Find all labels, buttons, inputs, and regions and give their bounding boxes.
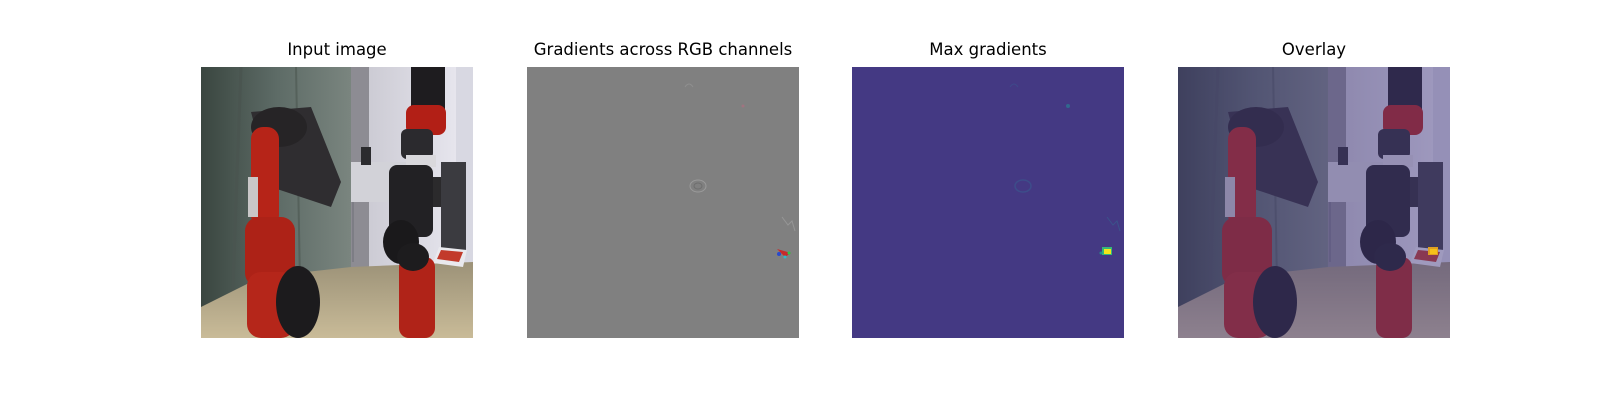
panel-title: Gradients across RGB channels [533,40,793,59]
input-image [201,67,473,338]
overlay-image [1178,67,1450,338]
panel-title: Overlay [1281,40,1347,59]
rgb-gradient-map [527,67,799,338]
panel-title: Input image [287,40,387,59]
panel-title: Max gradients [929,40,1047,59]
max-gradient-map [852,67,1124,338]
